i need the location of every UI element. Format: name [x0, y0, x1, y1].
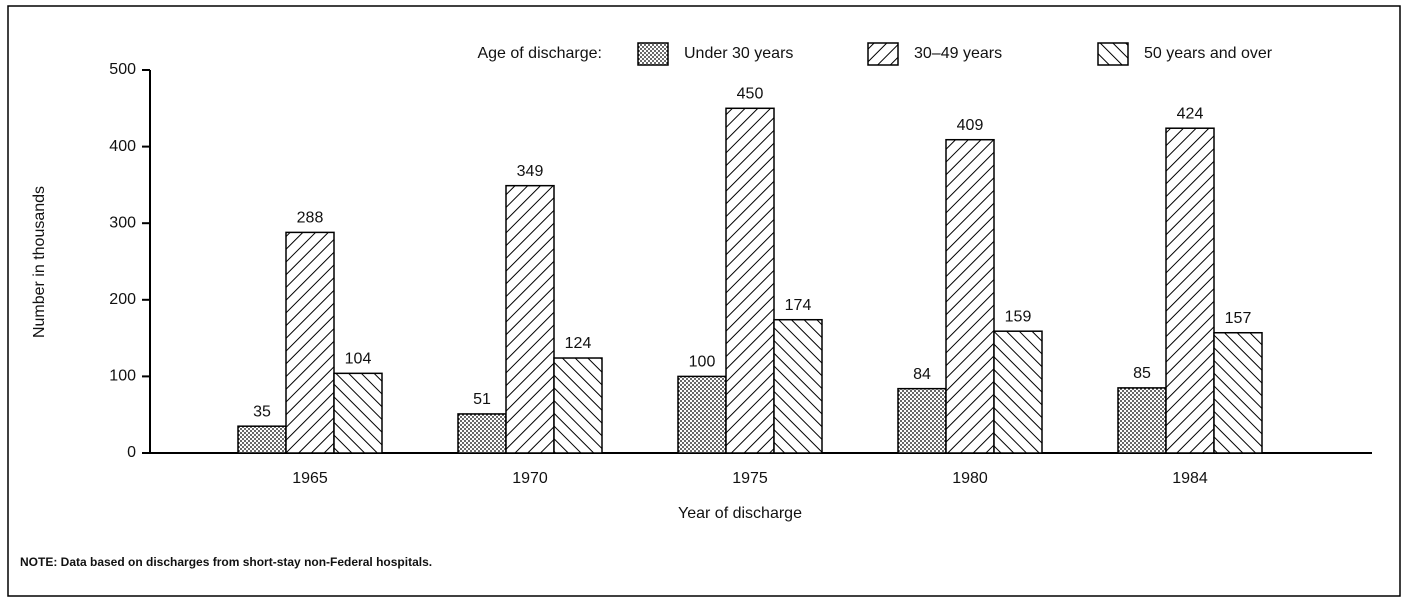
y-tick-label: 0 — [127, 444, 136, 461]
bar — [333, 372, 383, 454]
bar — [897, 387, 947, 454]
y-axis-label: Number in thousands — [31, 186, 48, 338]
x-tick-label: 1984 — [1172, 470, 1208, 487]
value-label: 124 — [565, 335, 592, 352]
value-label: 159 — [1005, 308, 1032, 325]
note: NOTE: Data based on discharges from shor… — [20, 555, 432, 569]
value-label: 424 — [1177, 105, 1204, 122]
frame — [7, 5, 1401, 597]
value-label: 84 — [913, 366, 931, 383]
x-tick-label: 1965 — [292, 470, 328, 487]
bar — [553, 357, 603, 454]
x-tick-label: 1970 — [512, 470, 548, 487]
bar — [1165, 127, 1215, 454]
legend-label: Under 30 years — [684, 45, 793, 62]
value-label: 174 — [785, 297, 812, 314]
legend-swatch — [867, 42, 899, 66]
bar — [457, 413, 507, 454]
bar — [945, 138, 995, 454]
bar — [725, 107, 775, 454]
bar — [1117, 387, 1167, 454]
bar — [993, 330, 1043, 454]
bar — [505, 184, 555, 454]
bar — [1213, 331, 1263, 454]
bar — [237, 425, 287, 454]
value-label: 157 — [1225, 310, 1252, 327]
x-tick-label: 1975 — [732, 470, 768, 487]
value-label: 100 — [689, 354, 716, 371]
legend-title: Age of discharge: — [477, 45, 602, 62]
value-label: 104 — [345, 351, 372, 368]
bar — [285, 231, 335, 454]
legend-label: 30–49 years — [914, 45, 1002, 62]
y-tick-label: 100 — [109, 368, 136, 385]
y-tick-label: 200 — [109, 291, 136, 308]
x-axis-label: Year of discharge — [678, 505, 802, 522]
value-label: 409 — [957, 117, 984, 134]
legend-swatch — [1097, 42, 1129, 66]
value-label: 51 — [473, 391, 491, 408]
value-label: 349 — [517, 163, 544, 180]
value-label: 35 — [253, 403, 271, 420]
y-tick-label: 500 — [109, 61, 136, 78]
value-label: 450 — [737, 86, 764, 103]
value-label: 288 — [297, 210, 324, 227]
value-label: 85 — [1133, 365, 1151, 382]
x-tick-label: 1980 — [952, 470, 988, 487]
y-tick-label: 400 — [109, 138, 136, 155]
legend-label: 50 years and over — [1144, 45, 1273, 62]
legend-swatch — [637, 42, 669, 66]
bar — [773, 318, 823, 454]
y-tick-label: 300 — [109, 214, 136, 231]
bar — [677, 375, 727, 454]
